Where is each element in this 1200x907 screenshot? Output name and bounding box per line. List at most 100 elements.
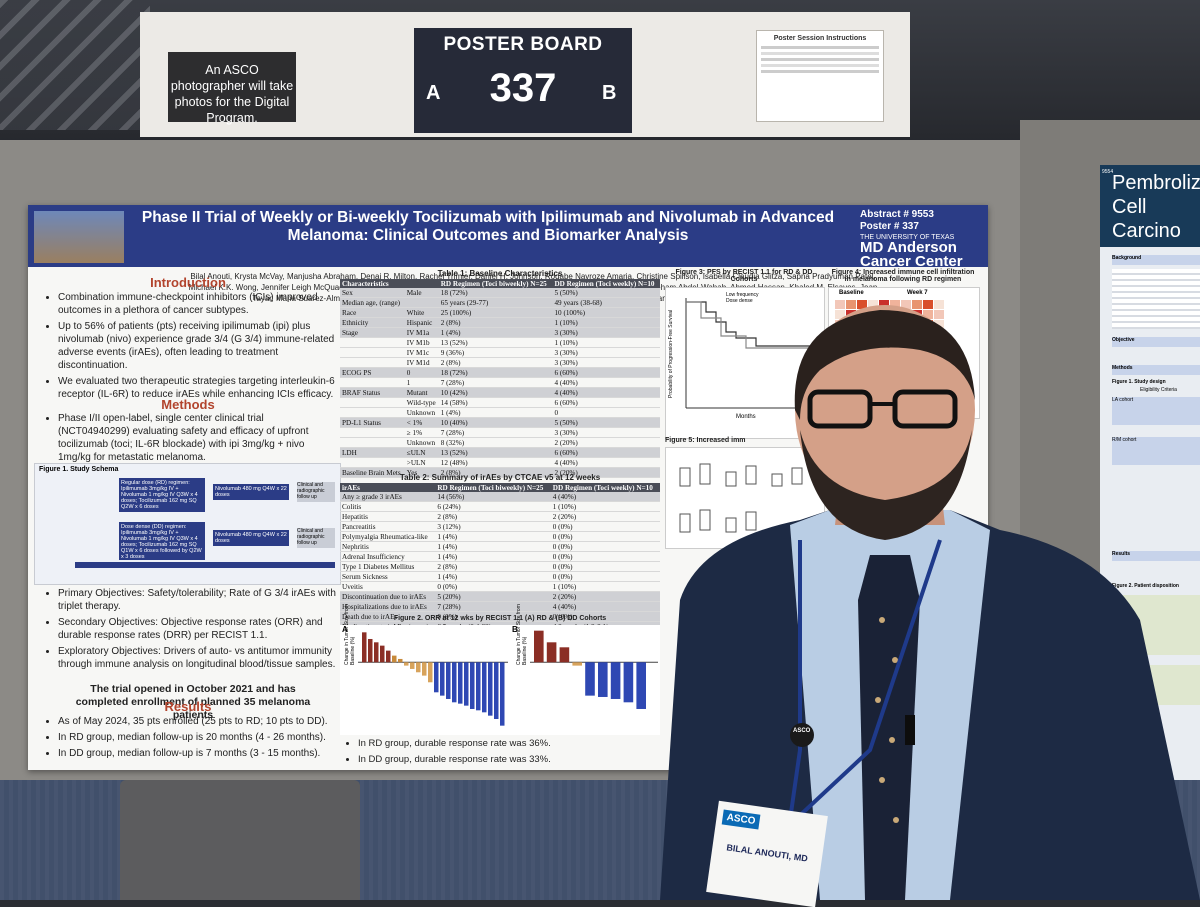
table-cell: 2 (8%) [435, 511, 551, 522]
waterfall-bar [464, 662, 469, 706]
table-cell [340, 377, 405, 388]
results-bullet: As of May 2024, 35 pts enrolled (25 pts … [58, 715, 346, 728]
table-cell: ≥ 1% [404, 427, 439, 438]
name-badge: ASCO BILAL ANOUTI, MD [706, 800, 828, 907]
table-cell [404, 297, 439, 308]
table-row: Uveitis 0 (0%) 1 (10%) [340, 581, 660, 592]
table-cell: 10 (42%) [438, 387, 553, 398]
poster-title: Phase II Trial of Weekly or Bi-weekly To… [141, 209, 835, 244]
poster-board-sign: An ASCO photographer will take photos fo… [140, 12, 910, 137]
table-cell [340, 457, 405, 468]
table-row: >ULN 12 (48%) 4 (40%) [340, 457, 660, 468]
table-cell: 6 (60%) [552, 397, 660, 408]
table-cell: Unknown [404, 407, 439, 418]
heatmap-cell [923, 300, 933, 309]
table-row: ECOG PS 0 18 (72%) 6 (60%) [340, 367, 660, 378]
session-instructions-title: Poster Session Instructions [773, 35, 867, 42]
table-row: Adrenal Insufficiency 1 (4%) 0 (0%) [340, 551, 660, 562]
table-cell: 0 [404, 367, 439, 378]
fig2-panel-a-label: A [342, 625, 348, 634]
iraes-summary-table: irAEs RD Regimen (Toci biweekly) N=25 DD… [340, 483, 660, 632]
table-row: Colitis 6 (24%) 1 (10%) [340, 501, 660, 512]
waterfall-bar [500, 662, 505, 726]
table-cell: 2 (20%) [550, 511, 660, 522]
table-cell: 4 (40%) [550, 601, 660, 612]
table-row: IV M1d 2 (8%) 3 (30%) [340, 357, 660, 368]
heatmap-cell [901, 300, 911, 309]
table-row: Baseline Brain Mets Yes 2 (8%) 2 (20%) [340, 467, 660, 478]
table-cell: 2 (20%) [552, 437, 660, 448]
drr-bullet: In DD group, durable response rate was 3… [358, 753, 646, 766]
waterfall-bar [458, 662, 463, 704]
session-instructions: Poster Session Instructions [756, 30, 884, 122]
neighbor-poster-number: 9554 [1102, 169, 1114, 175]
maintenance-box: Nivolumab 480 mg Q4W x 22 doses [213, 530, 289, 546]
table-cell: 2 (8%) [438, 467, 553, 478]
table-cell: Pancreatitis [340, 521, 436, 532]
neighbor-title-line: Pembrolizu [1112, 172, 1200, 194]
baseline-characteristics-table: Characteristics RD Regimen (Toci biweekl… [340, 279, 660, 478]
table-cell: 6 (60%) [552, 447, 660, 458]
fig4-week-label: Week 7 [907, 290, 928, 296]
board-number: 337 [489, 66, 557, 110]
table-cell: Uveitis [340, 581, 436, 592]
table-cell: 2 (20%) [552, 467, 660, 478]
table-cell: 2 (8%) [438, 317, 553, 328]
table-cell: 3 (30%) [552, 357, 660, 368]
waterfall-bar [572, 662, 582, 666]
waterfall-bar [476, 662, 481, 711]
maintenance-box: Nivolumab 480 mg Q4W x 22 doses [213, 484, 289, 500]
table-cell: Serum Sickness [340, 571, 436, 582]
waterfall-bar [470, 662, 475, 709]
table-cell: 1 [404, 377, 439, 388]
table-cell: Race [340, 307, 405, 318]
table-cell: 0 (0%) [550, 571, 660, 582]
table-cell: 0 (0%) [550, 561, 660, 572]
timeline-arrow [75, 562, 335, 568]
table-cell: 0 (0%) [550, 611, 660, 622]
table-row: Type 1 Diabetes Mellitus 2 (8%) 0 (0%) [340, 561, 660, 572]
waterfall-bar [428, 662, 433, 683]
table1-header: RD Regimen (Toci biweekly) N=25 [438, 279, 553, 288]
table-cell: Ethnicity [340, 317, 405, 328]
table-cell [340, 407, 405, 418]
neighbor-text-block [1112, 269, 1200, 329]
table-cell: Colitis [340, 501, 436, 512]
waterfall-bar [380, 645, 385, 663]
table-cell: 0 (0%) [435, 581, 551, 592]
table-cell: >ULN [404, 457, 439, 468]
neighbor-poster-header: Pembrolizu Cell Carcino [1100, 165, 1200, 247]
table-row: Race White 25 (100%) 10 (100%) [340, 307, 660, 318]
results-bullet: In RD group, median follow-up is 20 mont… [58, 731, 346, 744]
table-cell: 1 (10%) [550, 581, 660, 592]
rd-regimen-box: Regular dose (RD) regimen: Ipilimumab 3m… [119, 478, 205, 512]
table-cell: Any ≥ grade 3 irAEs [340, 492, 436, 502]
table-row: Polymyalgia Rheumatica-like 1 (4%) 0 (0%) [340, 531, 660, 542]
fig2-caption: Figure 2. ORR at 12 wks by RECIST 1.1 (A… [393, 615, 607, 622]
methods-heading: Methods [161, 397, 215, 412]
intro-bullet: Up to 56% of patients (pts) receiving ip… [58, 320, 338, 372]
table-cell: 49 years (38-68) [552, 297, 660, 308]
table-row: Serum Sickness 1 (4%) 0 (0%) [340, 571, 660, 582]
waterfall-bar [610, 662, 621, 699]
table-cell: Unknown [404, 437, 439, 448]
heatmap-cell [879, 300, 889, 309]
table-cell: 12 (48%) [438, 457, 553, 468]
waterfall-bar [482, 662, 487, 713]
table-cell: 2 (8%) [438, 357, 553, 368]
table-cell: 5 (50%) [552, 288, 660, 298]
table-cell: 3 (12%) [435, 521, 551, 532]
intro-text: Combination immune-checkpoint inhibitors… [46, 291, 338, 404]
drr-text: In RD group, durable response rate was 3… [346, 737, 646, 769]
table1-header: DD Regimen (Toci weekly) N=10 [552, 279, 660, 288]
table-cell: 10 (40%) [438, 417, 553, 428]
fig4-caption: Figure 4: Increased immune cell infiltra… [831, 269, 975, 283]
intro-bullet: Combination immune-checkpoint inhibitors… [58, 291, 338, 317]
table-cell: 3 (30%) [552, 427, 660, 438]
table1-header [404, 279, 439, 288]
table-cell: 0 (0%) [550, 531, 660, 542]
neighbor-disposition: Figure 2. Patient disposition [1112, 583, 1179, 589]
table-row: Discontinuation due to irAEs 5 (20%) 2 (20… [340, 591, 660, 602]
table-cell: 1 (4%) [435, 541, 551, 552]
